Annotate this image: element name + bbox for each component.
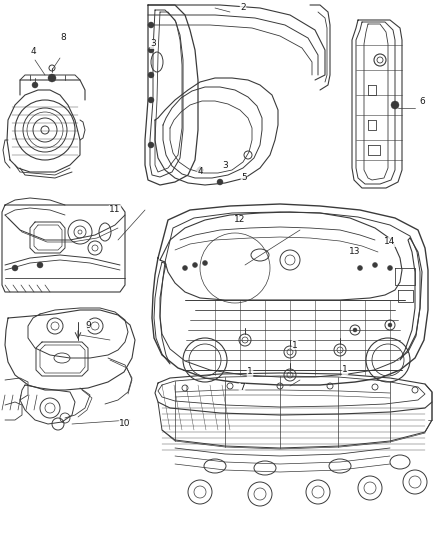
Text: 14: 14	[384, 238, 396, 246]
Circle shape	[357, 265, 363, 271]
Text: 11: 11	[109, 206, 121, 214]
Text: 7: 7	[239, 384, 245, 392]
Circle shape	[32, 82, 38, 88]
Text: 4: 4	[30, 47, 36, 56]
Circle shape	[197, 167, 203, 173]
Text: 5: 5	[241, 174, 247, 182]
Text: 1: 1	[247, 367, 253, 376]
Circle shape	[372, 262, 378, 268]
Text: 6: 6	[419, 98, 425, 107]
Circle shape	[12, 265, 18, 271]
Circle shape	[148, 97, 154, 103]
Text: 10: 10	[119, 419, 131, 429]
Circle shape	[388, 323, 392, 327]
Text: 12: 12	[234, 215, 246, 224]
Text: 8: 8	[60, 34, 66, 43]
Text: 13: 13	[349, 247, 361, 256]
Text: 3: 3	[222, 160, 228, 169]
Text: 1: 1	[292, 341, 298, 350]
Circle shape	[148, 47, 154, 53]
Circle shape	[353, 328, 357, 332]
Circle shape	[388, 265, 392, 271]
Circle shape	[148, 72, 154, 78]
Text: 2: 2	[240, 4, 246, 12]
Circle shape	[37, 262, 43, 268]
Circle shape	[148, 142, 154, 148]
Text: 9: 9	[85, 320, 91, 329]
Text: 3: 3	[150, 39, 156, 49]
Text: 1: 1	[342, 366, 348, 375]
Circle shape	[391, 101, 399, 109]
Circle shape	[148, 22, 154, 28]
Circle shape	[183, 265, 187, 271]
Circle shape	[48, 74, 56, 82]
Circle shape	[217, 179, 223, 185]
Text: 4: 4	[197, 167, 203, 176]
Circle shape	[202, 261, 208, 265]
Circle shape	[192, 262, 198, 268]
